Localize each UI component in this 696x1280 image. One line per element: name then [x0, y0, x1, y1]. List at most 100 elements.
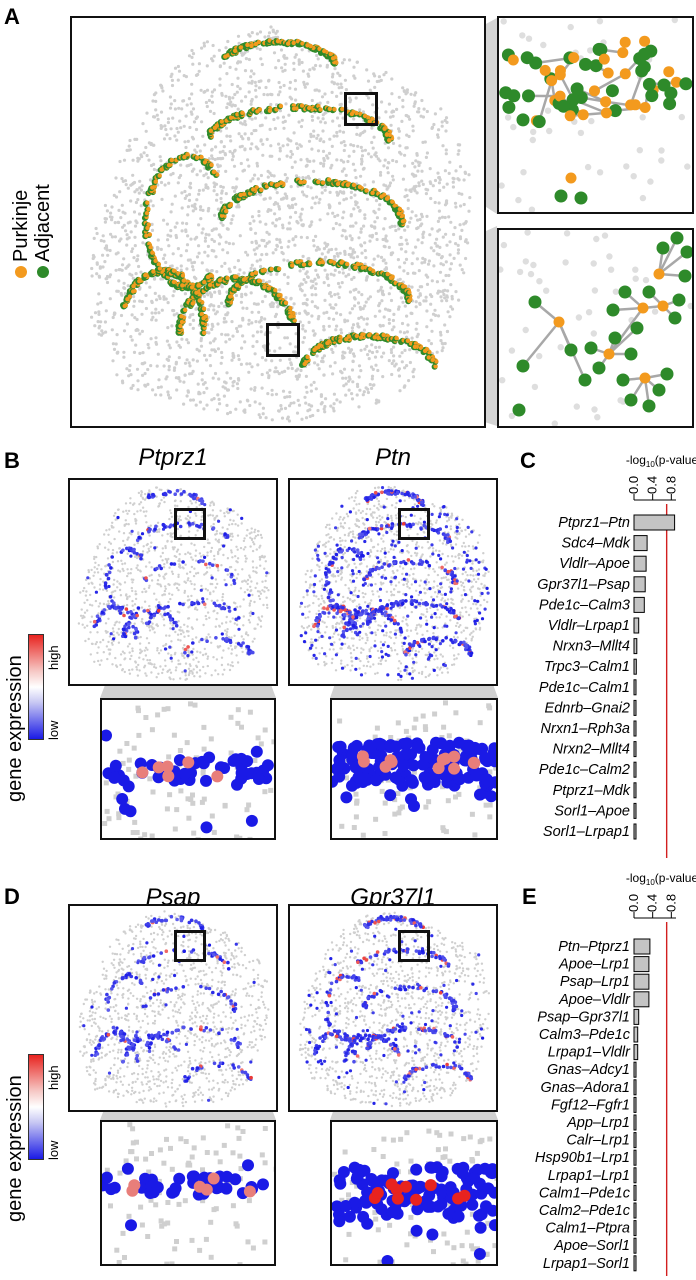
expressing-cells: [332, 736, 496, 812]
cell-nodes: [499, 35, 692, 205]
bar: [633, 823, 637, 840]
cell-nodes: [512, 231, 692, 417]
panel-a-tissue-map: [70, 16, 486, 428]
bar-label: Apoe–Vldlr: [558, 992, 631, 1008]
bar: [633, 1026, 639, 1043]
bar: [633, 938, 651, 955]
cell-graph-upper: [499, 18, 692, 212]
panel-b-tissue-ptprz1: [68, 478, 278, 686]
bar-label: App–Lrp1: [566, 1115, 630, 1131]
bar-label: Gnas–Adcy1: [547, 1062, 630, 1078]
chart-c: -log10(p-value) 0.0 0.40.8 Ptprz1–Ptn Sdc4–M…: [537, 453, 696, 858]
panel-label-b: B: [4, 448, 20, 473]
bar-label: Calr–Lrp1: [566, 1133, 630, 1149]
gene-title-ptprz1: Ptprz1: [138, 444, 208, 471]
tick-label: 0.0: [626, 476, 641, 494]
bar: [633, 782, 637, 799]
bar: [633, 956, 650, 973]
bar: [633, 991, 650, 1008]
bar: [633, 720, 637, 737]
zoom-box-ptprz1: [174, 508, 206, 540]
bar: [633, 638, 638, 655]
zoom-scatter-ptn: [332, 700, 496, 838]
bar-label: Hsp90b1–Lrp1: [535, 1150, 630, 1166]
bar-label: Sorl1–Apoe: [554, 803, 630, 819]
zoom-box-upper: [344, 92, 378, 126]
bar: [633, 1202, 637, 1219]
tissue-scatter-a: [90, 25, 472, 423]
axis-title-sub: 10: [646, 460, 655, 469]
bar-label: Calm2–Pde1c: [539, 1203, 631, 1219]
bar: [633, 1079, 637, 1096]
bar: [633, 1167, 637, 1184]
axis-title-sub: 10: [646, 878, 655, 887]
bar: [633, 679, 637, 696]
zoom-box-lower: [266, 323, 300, 357]
tick-label: 0.8: [663, 476, 678, 494]
bar: [633, 576, 646, 593]
colorbar-d-gradient: [28, 1054, 44, 1160]
bar: [633, 535, 648, 552]
chart-e: -log10(p-value) 0.0 0.40.8 Ptn–Ptprz1 Apoe–L…: [535, 871, 696, 1276]
axis-title-tail: (p-value): [655, 871, 696, 885]
cell-graph-lower: [499, 230, 692, 426]
zoom-scatter-ptprz1: [102, 701, 274, 838]
bar-label: Ednrb–Gnai2: [545, 700, 630, 716]
bar: [633, 802, 637, 819]
bar: [633, 1237, 637, 1254]
axis-title: -log10(p-value): [626, 453, 696, 469]
axis-title-tail: (p-value): [655, 453, 696, 467]
bar-label: Apoe–Sorl1: [553, 1238, 630, 1254]
bar: [633, 1255, 637, 1272]
bar: [633, 1220, 637, 1237]
zoom-scatter-gpr37l1: [332, 1128, 496, 1264]
gene-title-ptn: Ptn: [374, 444, 412, 471]
axis-title-main: -log: [626, 871, 646, 885]
expression-scatter-ptprz1: [77, 486, 270, 681]
bar-label: Lrpap1–Vldlr: [548, 1045, 631, 1061]
bar-label: Gnas–Adora1: [541, 1080, 630, 1096]
panel-b-zoom-ptn: [330, 698, 498, 840]
bar: [633, 1184, 637, 1201]
panel-b-tissue-ptn: [288, 478, 498, 686]
bar: [633, 617, 640, 634]
expressing-cells: [304, 914, 485, 1106]
expression-scatter-gpr37l1: [298, 911, 491, 1108]
bar: [633, 699, 637, 716]
panel-label-c: C: [520, 448, 536, 473]
bar-label: Calm3–Pde1c: [539, 1027, 631, 1043]
background-cells: [499, 18, 691, 212]
colorbar-b-gradient: [28, 634, 44, 740]
bar-label: Pde1c–Calm3: [539, 597, 630, 613]
colorbar-b: gene expression high low: [0, 600, 70, 802]
bar-label: Calm1–Ptpra: [545, 1221, 630, 1237]
bar-label: Apoe–Lrp1: [558, 957, 630, 973]
expressing-cells: [82, 914, 256, 1102]
zoom-box-ptn: [398, 508, 430, 540]
axis-title-main: -log: [626, 453, 646, 467]
bar-label: Trpc3–Calm1: [544, 659, 630, 675]
tick-label: 0.8: [663, 894, 678, 912]
bar-label: Sdc4–Mdk: [561, 536, 630, 552]
tick-label: 0.0: [626, 894, 641, 912]
panel-label-e: E: [522, 884, 537, 909]
bar: [633, 1114, 637, 1131]
axis-title: -log10(p-value): [626, 871, 696, 887]
bar-label: Nrxn2–Mllt4: [553, 742, 630, 758]
background-cells: [77, 486, 270, 681]
expression-scatter-psap: [78, 910, 270, 1108]
bar: [633, 1044, 639, 1061]
bar-label: Sorl1–Lrpap1: [543, 824, 630, 840]
bar-label: Ptn–Ptprz1: [558, 939, 630, 955]
panel-a-zoom-lower: [497, 228, 694, 428]
bar-label: Calm1–Pde1c: [539, 1185, 631, 1201]
expressing-cells: [102, 729, 274, 834]
bar-label: Pde1c–Calm1: [539, 680, 630, 696]
zoom-box-gpr37l1: [398, 930, 430, 962]
bar-label: Lrpap1–Lrp1: [548, 1168, 630, 1184]
bar: [633, 761, 637, 778]
panel-d-zoom-psap: [100, 1120, 276, 1266]
bar: [633, 1132, 637, 1149]
panel-b-zoom-ptprz1: [100, 698, 276, 840]
colorbar-d-high: high: [46, 1065, 61, 1090]
